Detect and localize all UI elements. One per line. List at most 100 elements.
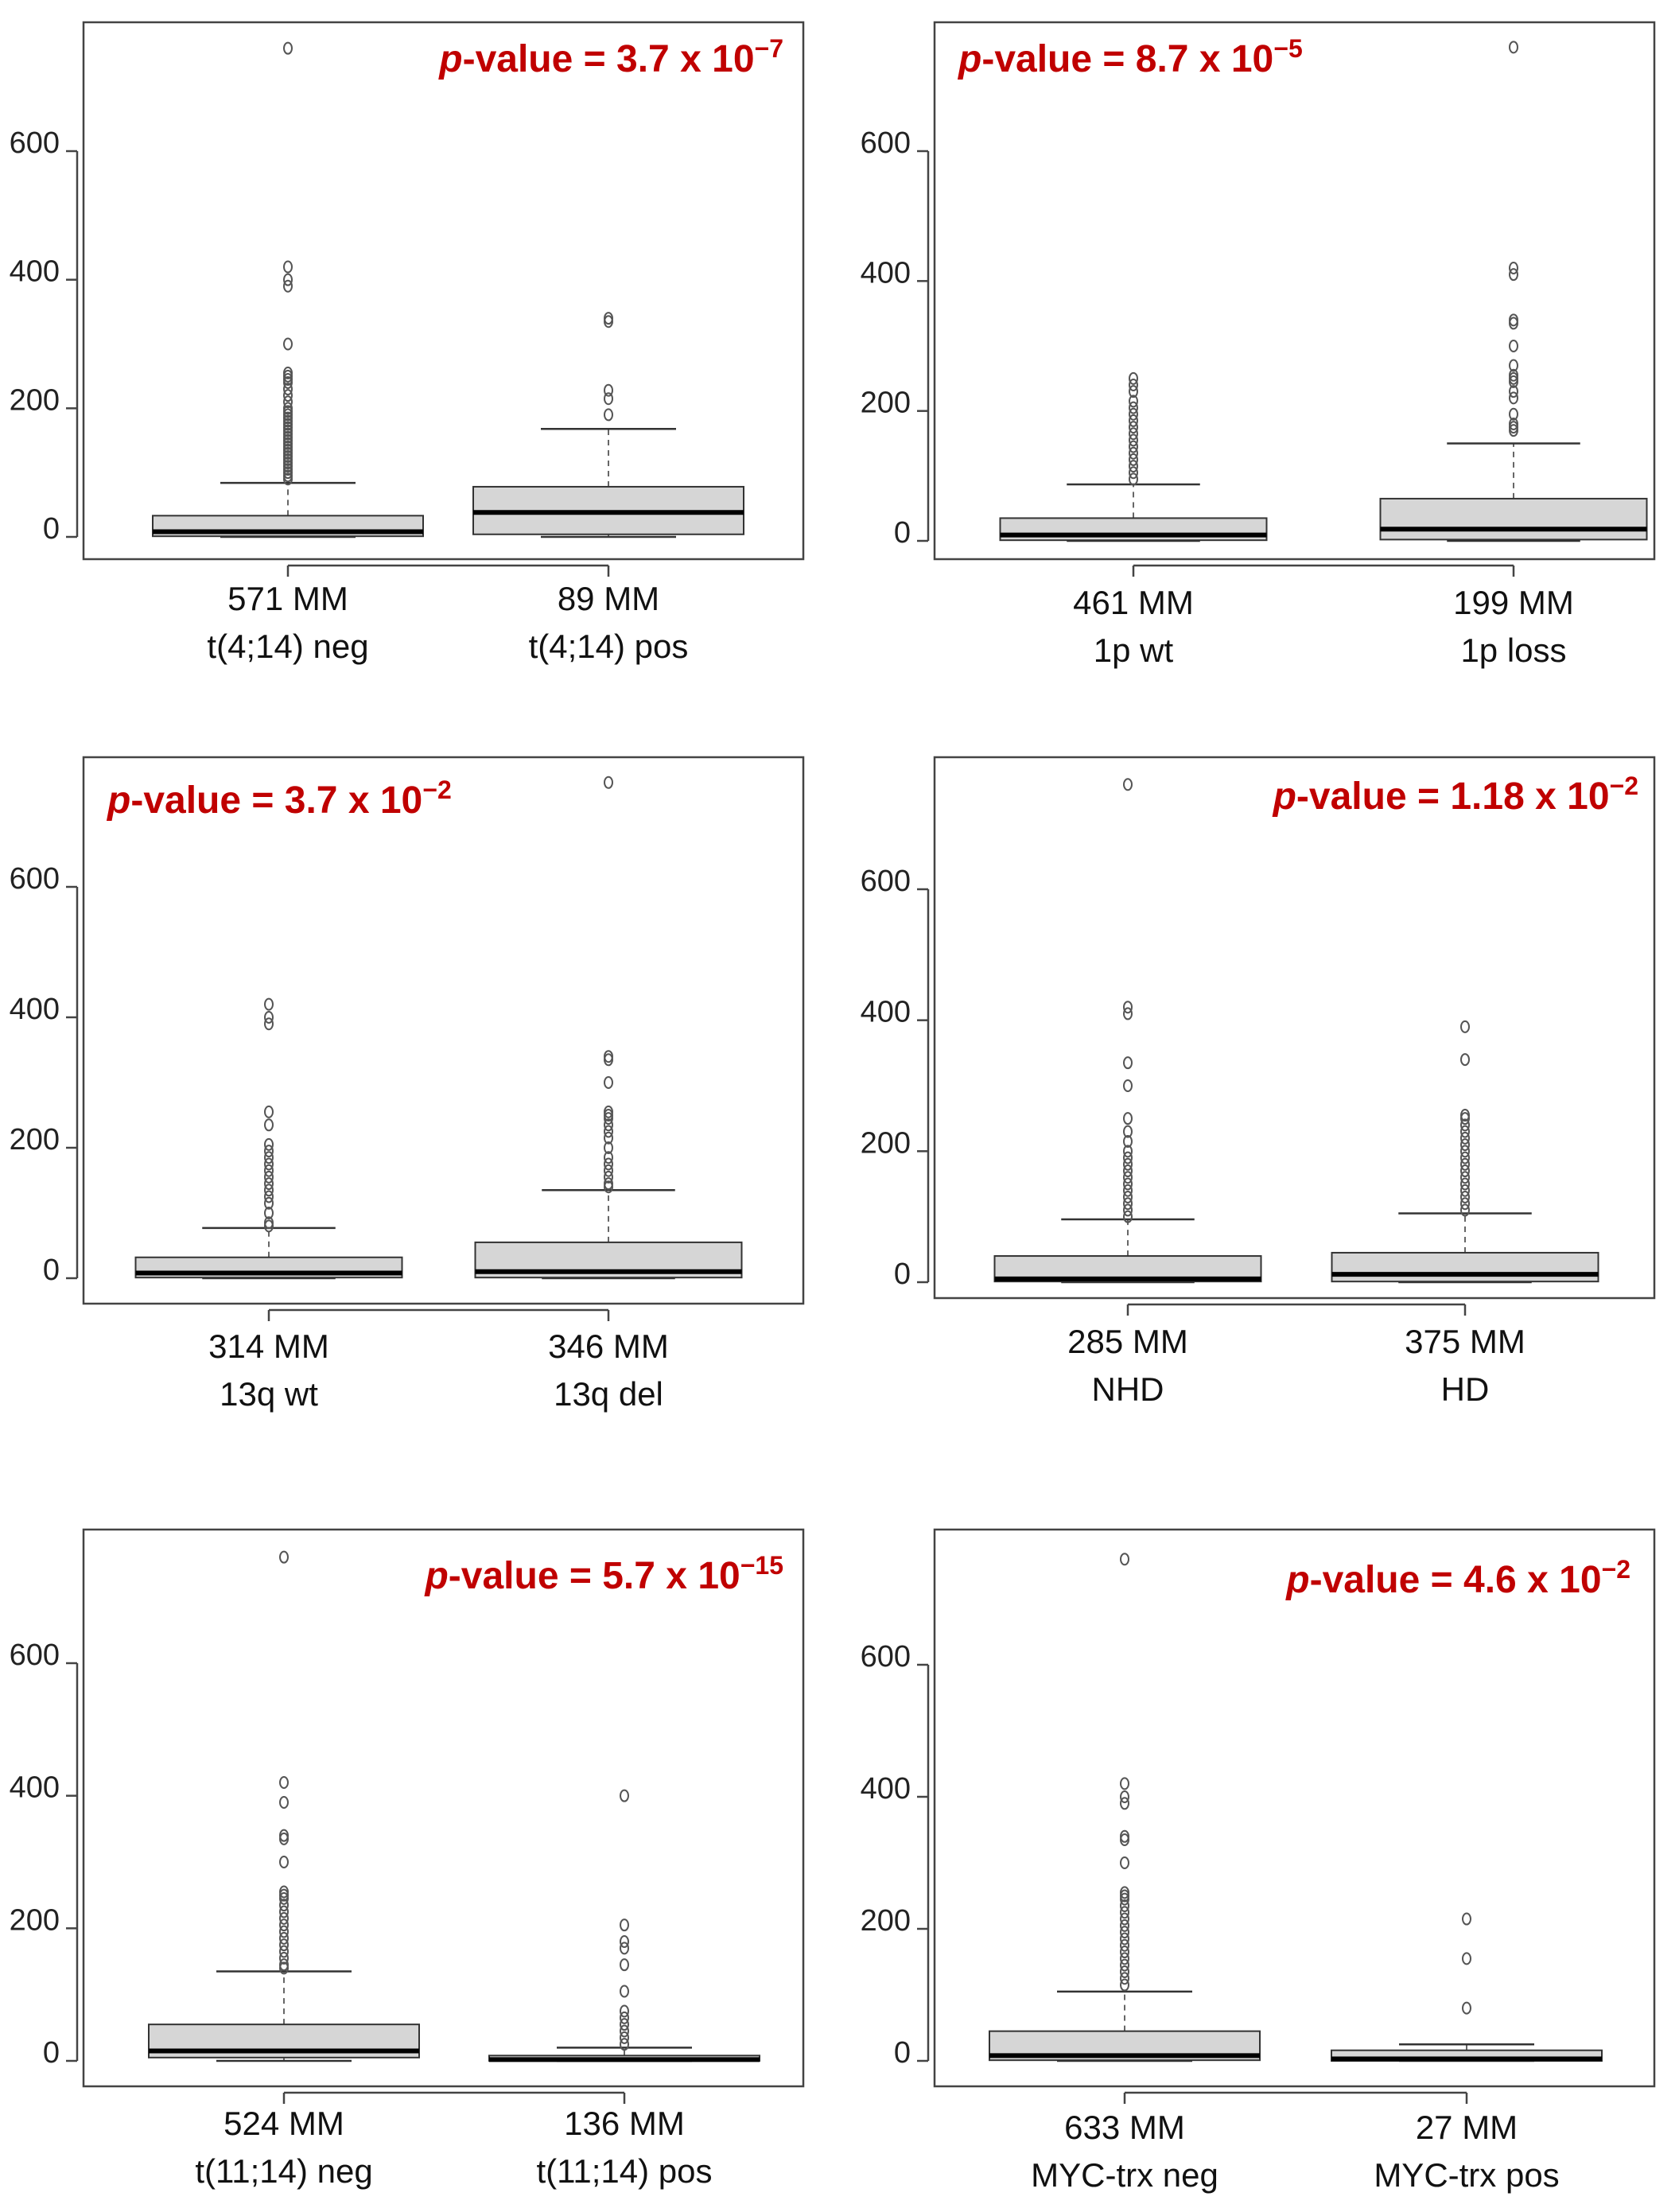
outlier-point xyxy=(1460,1151,1470,1164)
outlier-point xyxy=(1460,1118,1470,1132)
outlier-point xyxy=(1509,385,1518,398)
y-tick-label-600: 600 xyxy=(861,126,911,160)
outlier-point xyxy=(1460,1197,1470,1211)
outlier-point xyxy=(604,1076,613,1089)
outlier-point xyxy=(264,1196,274,1210)
outlier-point xyxy=(604,1141,613,1154)
outlier-point xyxy=(283,389,293,402)
outlier-point xyxy=(1509,391,1518,405)
outlier-point xyxy=(1129,371,1138,385)
outlier-point xyxy=(1129,421,1138,434)
group-count-label: 633 MM xyxy=(1064,2109,1185,2146)
outlier-point xyxy=(1120,1797,1129,1810)
outlier-point xyxy=(264,1137,274,1151)
outlier-point xyxy=(1123,1197,1133,1211)
outlier-point xyxy=(279,1951,289,1965)
group-name-label: 13q del xyxy=(554,1375,663,1413)
outlier-point xyxy=(1129,401,1138,414)
group-name-label: NHD xyxy=(1092,1370,1164,1408)
group-count-label: 461 MM xyxy=(1073,584,1194,621)
p-value-exponent: −2 xyxy=(422,776,451,804)
outlier-point xyxy=(1120,1946,1129,1959)
outlier-point xyxy=(283,279,293,293)
outlier-point xyxy=(264,1151,274,1164)
outlier-point xyxy=(620,2024,629,2038)
outlier-point xyxy=(1120,1906,1129,1919)
box-group-1: 461 MM 1p wt xyxy=(999,371,1268,669)
outlier-point xyxy=(279,1905,289,1918)
group-count-label: 314 MM xyxy=(208,1328,329,1365)
chart-panel-4: 0 200 400 600 285 MM NHD 375 MM HD p-value = 1.1… xyxy=(861,756,1656,1408)
p-value-italic-p: p xyxy=(437,38,462,80)
p-value-italic-p: p xyxy=(957,38,981,80)
outlier-point xyxy=(1123,778,1133,791)
p-value-annotation: p-value = 4.6 x 10−2 xyxy=(1285,1555,1630,1601)
outlier-point xyxy=(1129,460,1138,473)
outlier-point xyxy=(620,1942,629,1955)
iqr-box xyxy=(1331,1251,1599,1283)
outlier-point xyxy=(1462,1912,1471,1926)
outlier-point xyxy=(264,1017,274,1031)
p-value-annotation: p-value = 3.7 x 10−7 xyxy=(437,34,783,80)
box-group-1: 524 MM t(11;14) neg xyxy=(148,1550,420,2190)
p-value-italic-p: p xyxy=(1272,776,1296,818)
outlier-point xyxy=(620,2031,629,2044)
outlier-point xyxy=(1120,1553,1129,1566)
chart-panel-2: 0 200 400 600 461 MM 1p wt 199 MM 1p loss p-valu… xyxy=(861,21,1656,669)
box-group-1: 633 MM MYC-trx neg xyxy=(989,1553,1261,2194)
outlier-point xyxy=(1509,268,1518,282)
box-group-1: 285 MM NHD xyxy=(993,778,1262,1408)
y-tick-label-200: 200 xyxy=(10,1903,60,1937)
outlier-point xyxy=(279,1796,289,1809)
iqr-box xyxy=(1379,497,1648,541)
box-group-2: 136 MM t(11;14) pos xyxy=(488,1789,760,2190)
outlier-point xyxy=(279,1931,289,1945)
p-value-annotation: p-value = 1.18 x 10−2 xyxy=(1272,772,1638,818)
outlier-point xyxy=(1120,1892,1129,1906)
outlier-point xyxy=(1123,1157,1133,1171)
group-count-label: 27 MM xyxy=(1416,2109,1518,2146)
box-group-2: 199 MM 1p loss xyxy=(1379,41,1648,669)
outlier-point xyxy=(620,1958,629,1972)
outlier-point xyxy=(1129,472,1138,486)
outlier-point xyxy=(1462,1952,1471,1965)
outlier-point xyxy=(604,1180,613,1194)
p-value-exponent: −15 xyxy=(740,1551,783,1580)
outlier-point xyxy=(279,1961,289,1975)
outlier-point xyxy=(1509,424,1518,437)
y-tick-label-400: 400 xyxy=(861,1772,911,1806)
outlier-point xyxy=(1123,1190,1133,1203)
outlier-point xyxy=(283,376,293,389)
outlier-point xyxy=(1460,1145,1470,1158)
outlier-point xyxy=(604,1112,613,1125)
outlier-point xyxy=(1120,1918,1129,1932)
outlier-point xyxy=(1123,1177,1133,1191)
outlier-point xyxy=(604,1164,613,1177)
y-tick-label-400: 400 xyxy=(10,1771,60,1805)
outlier-point xyxy=(1460,1125,1470,1138)
y-tick-label-0: 0 xyxy=(894,516,911,550)
outlier-point xyxy=(1120,1790,1129,1803)
outlier-point xyxy=(620,1918,629,1932)
outlier-point xyxy=(283,383,293,396)
group-name-label: 1p loss xyxy=(1460,632,1566,669)
outlier-point xyxy=(604,776,613,789)
box-group-1: 314 MM 13q wt xyxy=(134,997,403,1413)
y-tick-label-200: 200 xyxy=(10,1123,60,1157)
outlier-point xyxy=(604,392,613,406)
outlier-point xyxy=(1123,1145,1133,1158)
p-value-text: -value = 8.7 x 10 xyxy=(981,38,1273,80)
outlier-point xyxy=(1120,1958,1129,1972)
chart-panel-3: 0 200 400 600 314 MM 13q wt 346 MM 13q del p-val… xyxy=(10,756,805,1413)
outlier-point xyxy=(279,1945,289,1958)
outlier-point xyxy=(1120,1965,1129,1978)
y-tick-label-200: 200 xyxy=(10,383,60,417)
outlier-point xyxy=(1460,1177,1470,1191)
outlier-point xyxy=(1460,1053,1470,1067)
group-name-label: HD xyxy=(1441,1370,1490,1408)
outlier-point xyxy=(1509,41,1518,54)
y-tick-label-600: 600 xyxy=(10,862,60,896)
outlier-point xyxy=(620,2018,629,2031)
y-tick-label-400: 400 xyxy=(10,993,60,1026)
outlier-point xyxy=(1123,1007,1133,1020)
